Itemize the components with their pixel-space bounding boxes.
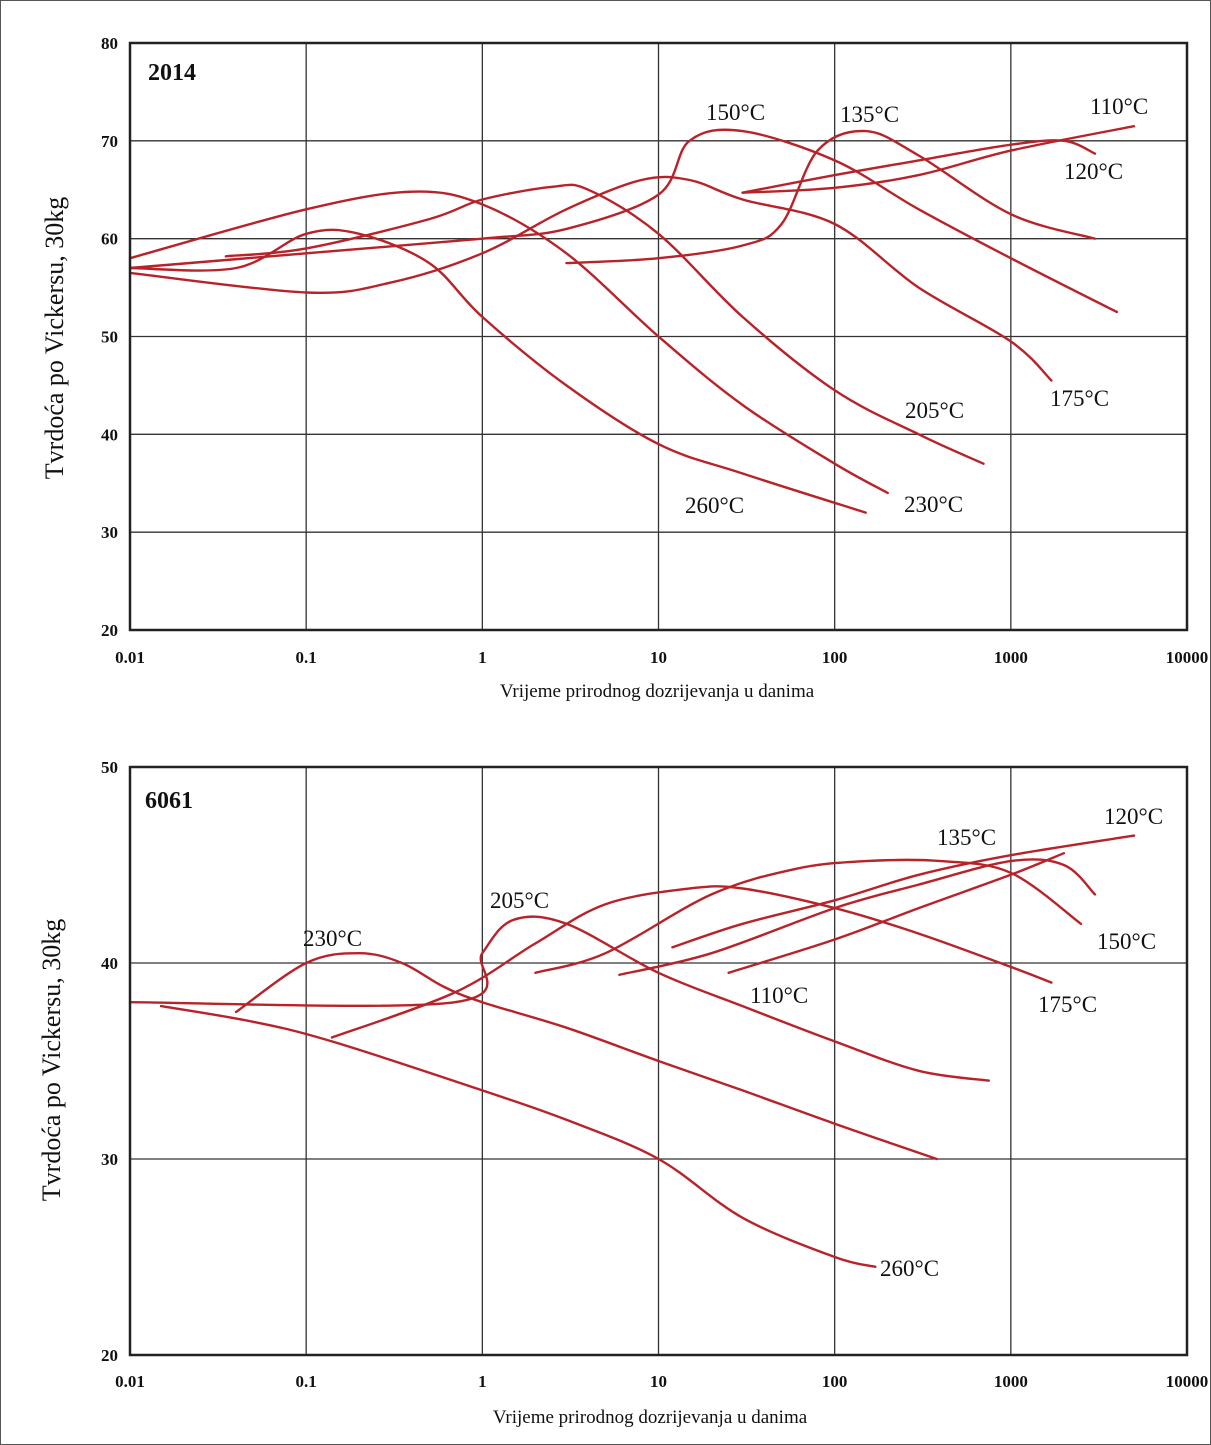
chart-6061-x-axis-label: Vrijeme prirodnog dozrijevanja u danima (493, 1407, 808, 1428)
chart-2014-y-ticks: 80 70 60 50 40 30 20 (101, 34, 118, 640)
chart-2014-label-120c: 120°C (1064, 159, 1123, 184)
chart-6061-curves (128, 834, 1136, 1268)
chart-6061-series-135c (618, 858, 1097, 976)
chart-2014-x-tick-label: 0.01 (115, 648, 145, 667)
chart-6061-y-tick-label: 40 (101, 954, 118, 973)
chart-2014-x-tick-label: 1000 (994, 648, 1028, 667)
chart-6061-x-ticks: 0.01 0.1 1 10 100 1000 10000 (115, 1372, 1208, 1391)
chart-6061-x-tick-label: 10000 (1166, 1372, 1209, 1391)
chart-6061-y-tick-label: 50 (101, 758, 118, 777)
chart-6061-x-tick-label: 100 (822, 1372, 848, 1391)
chart-2014-y-axis-label: Tvrdoća po Vickersu, 30kg (40, 197, 69, 479)
chart-2014-grid (129, 42, 1188, 631)
chart-2014-y-tick-label: 50 (101, 328, 118, 347)
chart-6061-label-135c: 135°C (937, 825, 996, 850)
chart-2014-label-110c: 110°C (1090, 94, 1148, 119)
chart-2014-y-tick-label: 80 (101, 34, 118, 53)
chart-2014-series-260c (128, 228, 867, 514)
chart-6061-x-tick-label: 10 (650, 1372, 667, 1391)
chart-2014-y-tick-label: 30 (101, 523, 118, 542)
chart-2014-series-230c (128, 190, 889, 495)
chart-2014-y-tick-label: 60 (101, 230, 118, 249)
chart-2014-y-tick-label: 70 (101, 132, 118, 151)
chart-6061-label-205c: 205°C (490, 888, 549, 913)
chart-6061-y-axis-label: Tvrdoća po Vickersu, 30kg (37, 919, 66, 1201)
chart-6061-y-ticks: 50 40 30 20 (101, 758, 118, 1365)
chart-2014: 80 70 60 50 40 30 20 0.01 0.1 1 10 100 1000 10000 20… (40, 34, 1208, 702)
chart-6061-y-tick-label: 30 (101, 1150, 118, 1169)
chart-6061-plot-frame (128, 765, 1189, 1357)
chart-2014-series-205c (224, 183, 985, 465)
chart-6061-label-110c: 110°C (750, 983, 808, 1008)
chart-2014-title: 2014 (148, 60, 196, 86)
chart-2014-x-ticks: 0.01 0.1 1 10 100 1000 10000 (115, 648, 1208, 667)
chart-2014-label-150c: 150°C (706, 100, 765, 125)
chart-6061-series-175c (330, 885, 1053, 1039)
chart-2014-label-135c: 135°C (840, 102, 899, 127)
chart-2014-series-150c (128, 128, 1119, 314)
chart-2014-series-175c (128, 175, 1053, 382)
chart-2014-x-tick-label: 1 (478, 648, 487, 667)
chart-6061-label-120c: 120°C (1104, 804, 1163, 829)
chart-2014-label-230c: 230°C (904, 492, 963, 517)
chart-6061-series-120c (671, 834, 1136, 949)
chart-6061-x-tick-label: 0.1 (296, 1372, 317, 1391)
chart-2014-label-205c: 205°C (905, 398, 964, 423)
chart-6061-series-110c (727, 852, 1066, 974)
chart-6061-label-175c: 175°C (1038, 992, 1097, 1017)
chart-6061-label-150c: 150°C (1097, 929, 1156, 954)
chart-2014-x-tick-label: 100 (822, 648, 848, 667)
chart-2014-plot-frame (128, 41, 1189, 632)
chart-6061-series-260c (159, 1004, 877, 1268)
chart-6061-label-230c: 230°C (303, 926, 362, 951)
chart-6061-label-260c: 260°C (880, 1256, 939, 1281)
chart-2014-series-120c (741, 139, 1097, 194)
chart-6061-series-205c (128, 915, 990, 1082)
chart-6061-series-230c (234, 952, 938, 1161)
chart-6061-series-150c (534, 858, 1083, 974)
chart-2014-x-tick-label: 10000 (1166, 648, 1209, 667)
chart-6061-x-tick-label: 0.01 (115, 1372, 145, 1391)
chart-2014-x-tick-label: 10 (650, 648, 667, 667)
chart-2014-series-135c (565, 129, 1097, 265)
chart-6061-y-tick-label: 20 (101, 1346, 118, 1365)
chart-2014-label-260c: 260°C (685, 493, 744, 518)
chart-6061-x-tick-label: 1000 (994, 1372, 1028, 1391)
chart-6061: 50 40 30 20 0.01 0.1 1 10 100 1000 10000 6061 Vri… (37, 758, 1208, 1428)
chart-2014-y-tick-label: 20 (101, 621, 118, 640)
chart-2014-curves (128, 125, 1136, 514)
chart-2014-x-axis-label: Vrijeme prirodnog dozrijevanja u danima (500, 681, 815, 702)
chart-2014-label-175c: 175°C (1050, 386, 1109, 411)
chart-6061-x-tick-label: 1 (478, 1372, 487, 1391)
chart-2014-x-tick-label: 0.1 (296, 648, 317, 667)
chart-2014-y-tick-label: 40 (101, 425, 118, 444)
chart-6061-title: 6061 (145, 788, 193, 814)
